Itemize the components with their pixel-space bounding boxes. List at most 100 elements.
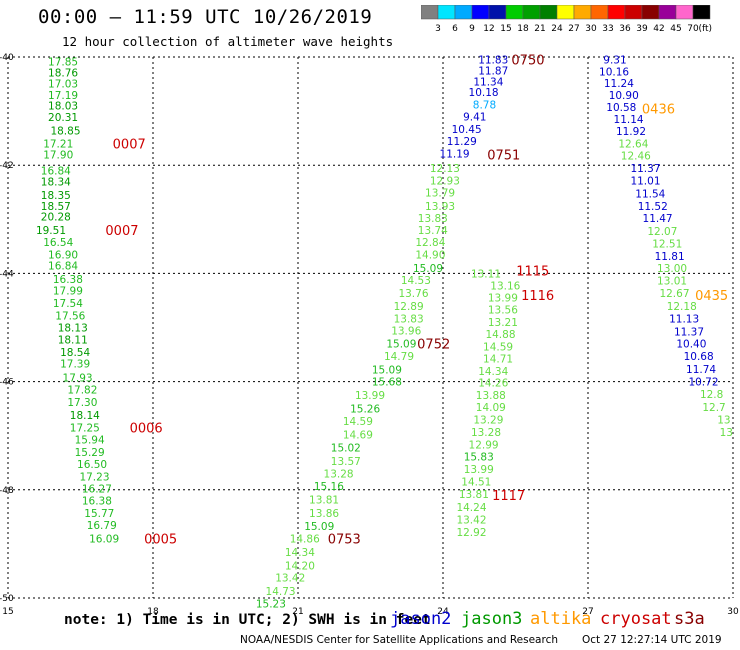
wave-height-value: 13.86 bbox=[309, 508, 339, 520]
wave-height-value: 12.51 bbox=[652, 239, 682, 251]
wave-height-value: 12.46 bbox=[621, 150, 651, 162]
wave-height-value: 8.78 bbox=[473, 100, 496, 112]
wave-height-value: 13.01 bbox=[657, 275, 687, 287]
wave-height-value: 11.83 bbox=[478, 55, 508, 67]
pass-time-label: 0007 bbox=[105, 224, 138, 239]
wave-height-value: 16.09 bbox=[89, 533, 119, 545]
scale-label: 24 bbox=[551, 24, 563, 34]
scale-label: 18 bbox=[517, 24, 529, 34]
y-tick-label: -46 bbox=[0, 378, 14, 388]
scale-label: 21 bbox=[534, 24, 545, 34]
pass-time-label: 1116 bbox=[521, 289, 554, 304]
wave-height-value: 15.83 bbox=[464, 451, 494, 463]
wave-height-value: 11.34 bbox=[473, 76, 503, 88]
wave-height-value: 11.01 bbox=[630, 175, 660, 187]
wave-height-value: 18.14 bbox=[70, 410, 100, 422]
wave-height-value: 14.86 bbox=[290, 533, 320, 545]
wave-height-value: 13.28 bbox=[324, 469, 354, 481]
pass-time-label: 0436 bbox=[642, 102, 675, 117]
footer-timestamp: Oct 27 12:27:14 UTC 2019 bbox=[582, 634, 722, 646]
wave-height-value: 12.99 bbox=[469, 439, 499, 451]
scale-label: 36 bbox=[619, 24, 631, 34]
wave-height-value: 13 bbox=[717, 414, 730, 426]
legend-altika: altika bbox=[530, 609, 592, 629]
wave-height-value: 15.26 bbox=[350, 404, 380, 416]
wave-height-value: 17.90 bbox=[43, 149, 73, 161]
wave-height-value: 18.34 bbox=[41, 176, 71, 188]
scale-label: 27 bbox=[568, 24, 579, 34]
legend-s3a: s3a bbox=[674, 609, 705, 629]
wave-height-value: 11.19 bbox=[440, 148, 470, 160]
wave-height-value: 14.09 bbox=[476, 402, 506, 414]
wave-height-value: 13.21 bbox=[488, 317, 518, 329]
wave-height-value: 13.79 bbox=[425, 187, 455, 199]
wave-height-value: 10.18 bbox=[469, 87, 499, 99]
wave-height-value: 11.29 bbox=[447, 136, 477, 148]
scale-label: 39 bbox=[636, 24, 648, 34]
wave-height-value: 18.11 bbox=[58, 334, 88, 346]
wave-height-value: 11.92 bbox=[616, 126, 646, 138]
wave-height-value: 17.21 bbox=[43, 139, 73, 151]
wave-height-value: 11.37 bbox=[674, 326, 704, 338]
wave-height-value: 11.24 bbox=[604, 78, 634, 90]
wave-height-value: 13.29 bbox=[473, 414, 503, 426]
wave-height-value: 12.13 bbox=[430, 163, 460, 175]
wave-height-value: 17.93 bbox=[63, 372, 93, 384]
wave-height-value: 16.90 bbox=[48, 249, 78, 261]
wave-height-value: 15.09 bbox=[386, 339, 416, 351]
wave-height-value: 16.27 bbox=[82, 484, 112, 496]
wave-height-value: 13.00 bbox=[657, 263, 687, 275]
wave-height-value: 11.47 bbox=[643, 213, 673, 225]
wave-height-value: 14.34 bbox=[478, 366, 508, 378]
legend-jason2: jason2 bbox=[390, 609, 452, 629]
wave-height-value: 13.76 bbox=[398, 288, 428, 300]
wave-height-value: 11.74 bbox=[686, 364, 716, 376]
wave-height-value: 14.20 bbox=[285, 561, 315, 573]
pass-time-label: 0006 bbox=[130, 422, 163, 437]
wave-height-value: 17.30 bbox=[67, 397, 97, 409]
wave-height-value: 12.64 bbox=[618, 139, 648, 151]
wave-height-value: 17.03 bbox=[48, 79, 78, 91]
pass-time-label: 0435 bbox=[695, 289, 728, 304]
wave-height-value: 19.51 bbox=[36, 225, 66, 237]
pass-time-label: 1115 bbox=[516, 265, 549, 280]
wave-height-value: 17.19 bbox=[48, 90, 78, 102]
pass-time-label: 1117 bbox=[492, 489, 525, 504]
wave-height-value: 16.54 bbox=[43, 237, 73, 249]
wave-height-value: 14.90 bbox=[415, 249, 445, 261]
wave-height-value: 13.81 bbox=[459, 489, 489, 501]
color-scale-legend: 3 6 9 12 15 18 21 24 27 30 33 36 39 42 45 70 (ft) bbox=[421, 5, 712, 34]
wave-height-value: 12.89 bbox=[394, 301, 424, 313]
scale-label: 12 bbox=[483, 24, 494, 34]
wave-height-value: 14.88 bbox=[485, 329, 515, 341]
wave-height-value: 13.96 bbox=[391, 326, 421, 338]
wave-height-value: 12.93 bbox=[430, 175, 460, 187]
wave-height-value: 13.93 bbox=[425, 201, 455, 213]
wave-height-value: 13 bbox=[720, 427, 733, 439]
pass-time-label: 0752 bbox=[417, 338, 450, 353]
wave-height-value: 13.99 bbox=[464, 464, 494, 476]
wave-height-value: 12.7 bbox=[702, 402, 725, 414]
wave-height-value: 12.84 bbox=[415, 237, 445, 249]
wave-height-value: 13.83 bbox=[418, 213, 448, 225]
scale-label: 70 bbox=[687, 24, 699, 34]
wave-height-value: 11.54 bbox=[635, 188, 665, 200]
wave-height-value: 12.67 bbox=[659, 288, 689, 300]
wave-height-value: 13.74 bbox=[418, 225, 448, 237]
wave-height-value: 13.57 bbox=[331, 456, 361, 468]
wave-height-value: 10.16 bbox=[599, 67, 629, 79]
wave-height-value: 20.31 bbox=[48, 112, 78, 124]
scale-label: 6 bbox=[452, 24, 458, 34]
wave-height-value: 17.25 bbox=[70, 423, 100, 435]
wave-height-value: 13.42 bbox=[456, 515, 486, 527]
scale-label: 15 bbox=[500, 24, 511, 34]
wave-height-value: 12.8 bbox=[700, 389, 723, 401]
x-tick-label: 15 bbox=[2, 607, 13, 617]
wave-height-value: 13.99 bbox=[488, 293, 518, 305]
wave-height-value: 17.82 bbox=[67, 385, 97, 397]
wave-height-value: 15.23 bbox=[256, 598, 286, 610]
pass-time-label: 0005 bbox=[144, 532, 177, 547]
pass-time-label: 0007 bbox=[113, 138, 146, 153]
